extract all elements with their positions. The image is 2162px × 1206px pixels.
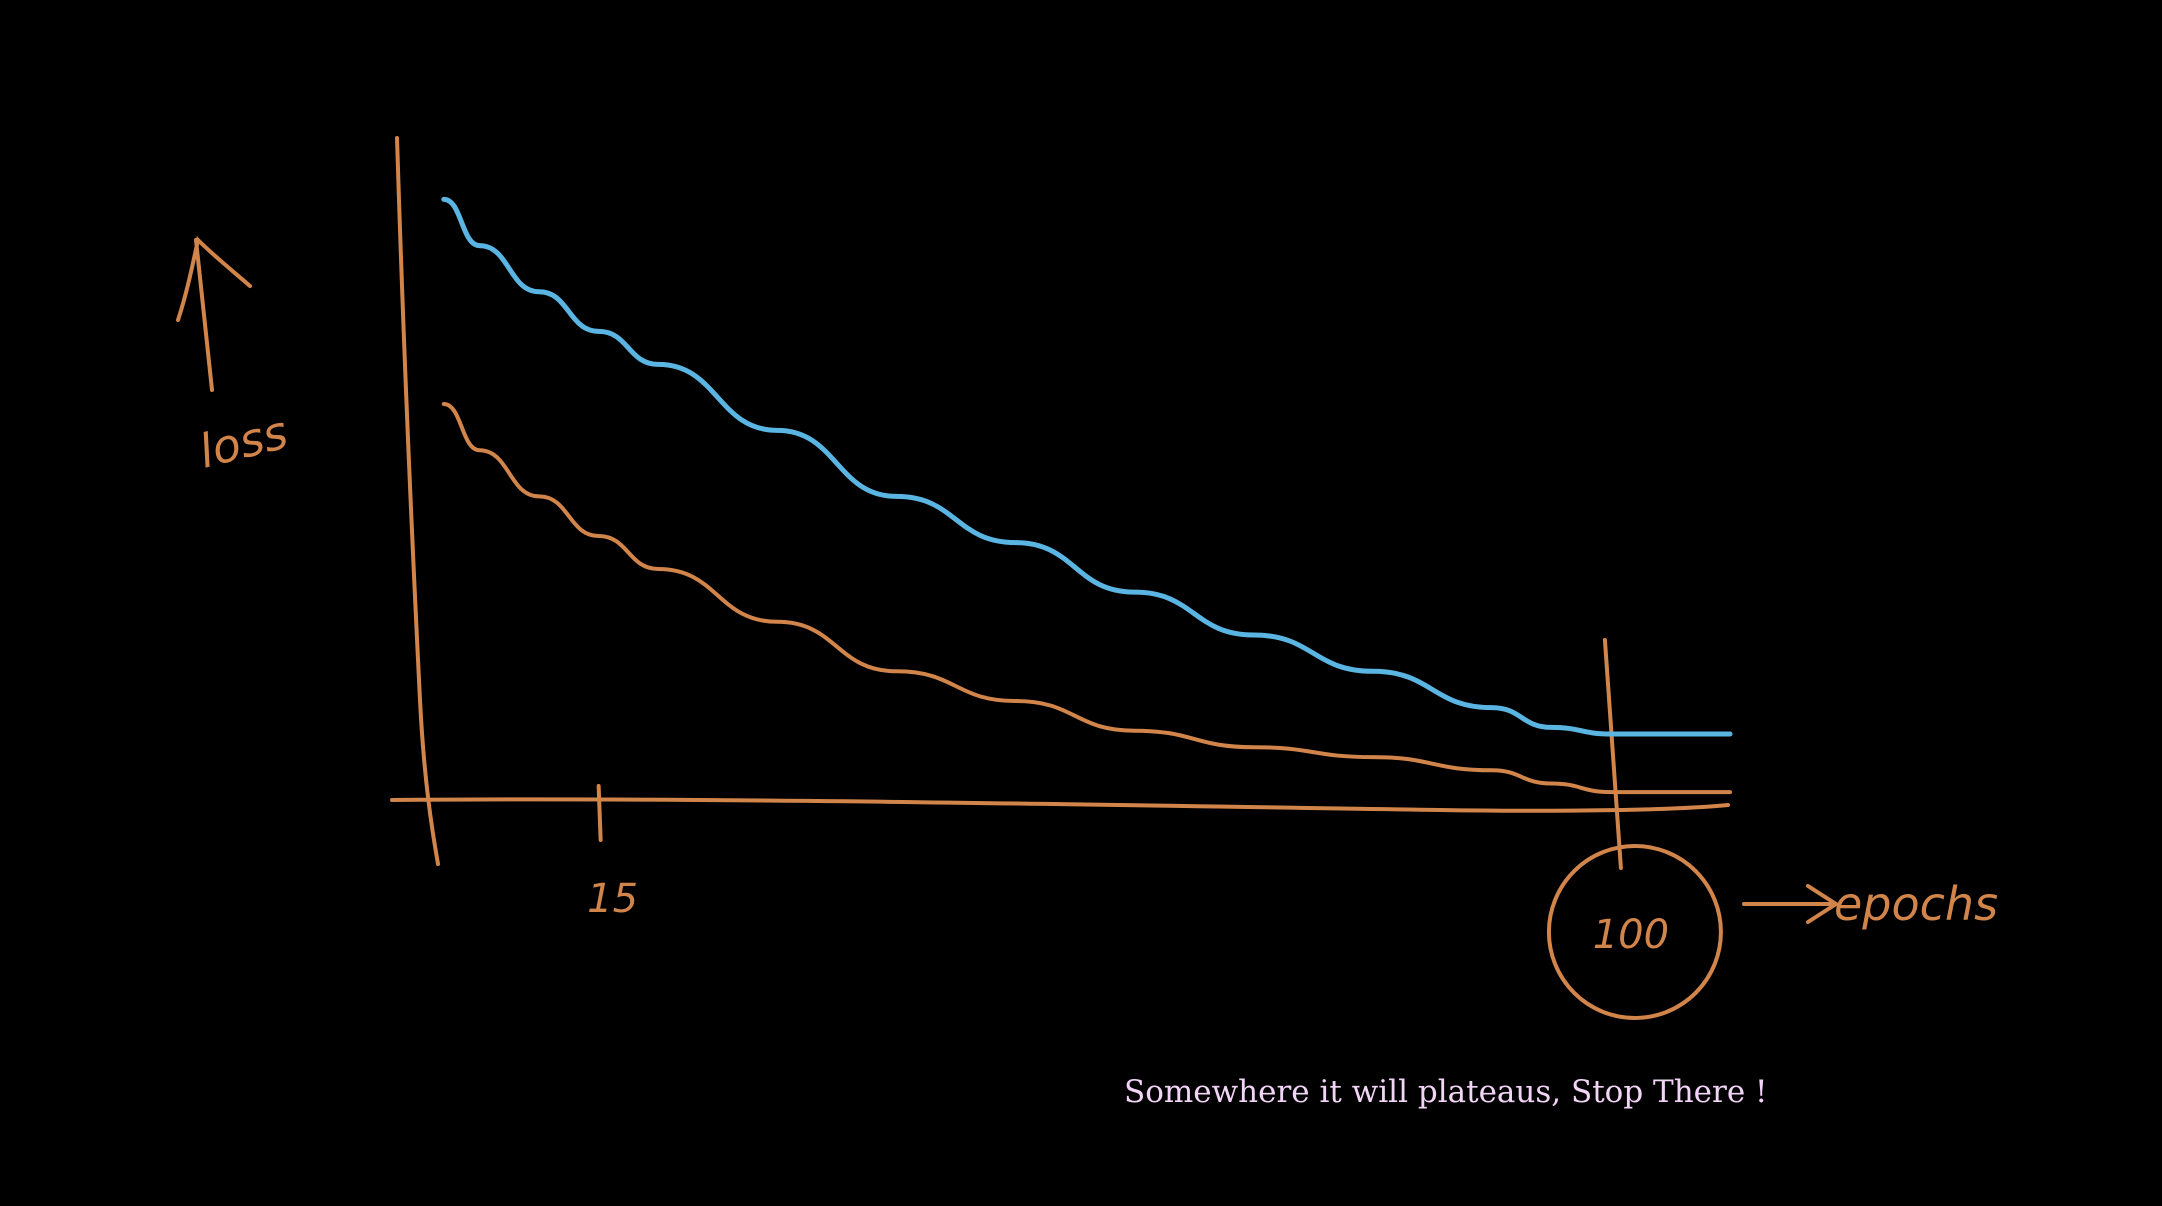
y-label-arrow-icon xyxy=(176,235,252,392)
series-line-orange xyxy=(441,402,1732,795)
stop-marker-line xyxy=(1602,638,1623,870)
y-axis-label: loss xyxy=(194,405,293,479)
highlight-circle xyxy=(1546,844,1723,1020)
x-tick-label-100: 100 xyxy=(1593,912,1669,958)
series-line-blue xyxy=(441,196,1733,737)
x-axis-line xyxy=(390,797,1730,813)
x-tick-label-15: 15 xyxy=(587,876,638,922)
plateau-note: Somewhere it will plateaus, Stop There ! xyxy=(1124,1074,1768,1110)
x-label-arrow-icon xyxy=(1742,884,1840,924)
x-tick-mark-15 xyxy=(596,784,603,842)
y-axis-line xyxy=(395,136,440,866)
x-axis-label: epochs xyxy=(1834,877,1998,931)
